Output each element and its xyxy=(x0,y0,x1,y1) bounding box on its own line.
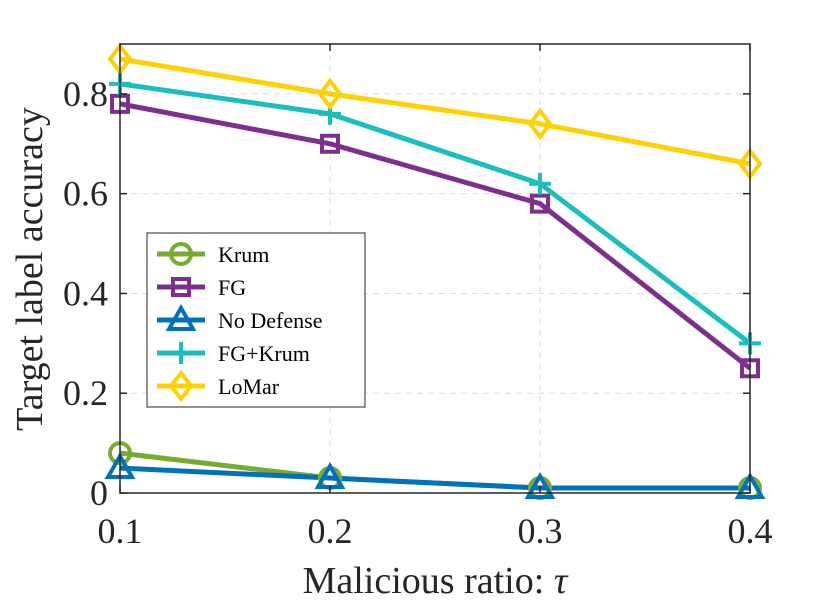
y-tick-label: 0.8 xyxy=(63,74,108,114)
x-tick-label: 0.3 xyxy=(518,511,563,551)
x-tick-label: 0.1 xyxy=(98,511,143,551)
legend-marker-lomar xyxy=(168,369,194,403)
legend-label-no-defense: No Defense xyxy=(218,308,322,333)
legend-label-lomar: LoMar xyxy=(218,374,280,399)
axis-ticks xyxy=(119,44,751,494)
data-point-no-defense xyxy=(734,471,766,500)
y-tick-label: 0.6 xyxy=(63,174,108,214)
x-tick-label: 0.2 xyxy=(308,511,353,551)
y-tick-label: 0 xyxy=(90,473,108,513)
data-point-lomar xyxy=(317,77,343,111)
y-tick-label: 0.2 xyxy=(63,373,108,413)
legend-label-krum: Krum xyxy=(218,242,269,267)
legend-label-fg-krum: FG+Krum xyxy=(218,341,310,366)
series-line-fg xyxy=(119,101,752,371)
legend-marker-krum xyxy=(169,242,193,266)
series-line-no-defense xyxy=(119,465,750,491)
legend-marker-fg xyxy=(171,277,191,297)
legend-marker-no-defense xyxy=(165,303,197,331)
data-point-fg xyxy=(530,193,550,214)
x-tick-label: 0.4 xyxy=(728,511,773,551)
plot-frame xyxy=(119,43,751,494)
data-point-no-defense xyxy=(524,471,556,500)
data-point-fg-krum xyxy=(529,172,551,195)
series-lines xyxy=(119,56,752,491)
x-axis-label: Malicious ratio: τ xyxy=(303,560,569,602)
legend: Krum FG No Defense FG+Krum LoMar xyxy=(146,232,366,408)
data-point-lomar xyxy=(527,107,553,141)
y-tick-label: 0.4 xyxy=(63,273,108,313)
legend-marker-fg-krum xyxy=(170,342,192,364)
legend-label-fg: FG xyxy=(218,275,246,300)
data-point-fg xyxy=(320,133,340,154)
series-line-fg-krum xyxy=(119,81,752,346)
tick-labels: 0.1 0.2 0.3 0.4 0 0.2 0.4 0.6 0.8 xyxy=(63,74,773,551)
y-axis-label: Target label accuracy xyxy=(9,107,51,431)
series-line-lomar xyxy=(119,56,751,167)
